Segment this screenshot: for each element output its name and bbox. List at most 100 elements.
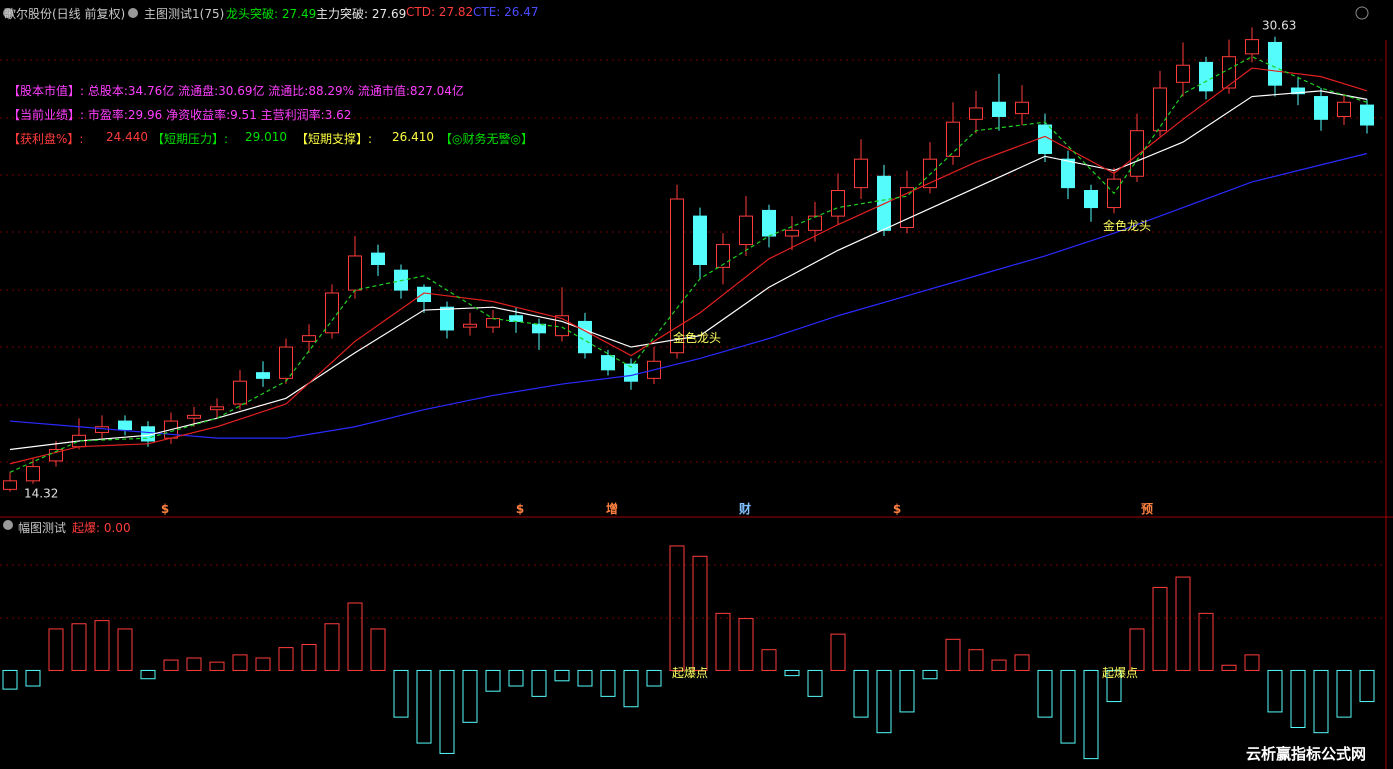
histogram-bar [1175,576,1191,671]
stock-name: 歌尔股份(日线 前复权) [4,7,126,21]
histogram-bar [1336,669,1352,718]
histogram-bar [186,657,202,671]
event-marker: $ [161,502,169,516]
histogram-bar [646,669,662,687]
ma-line [9,152,1368,439]
histogram-bar [692,555,708,671]
info-label: 【短期支撑】: [296,132,373,146]
histogram-bar [1014,654,1030,671]
candle-body [670,198,684,354]
candle-body [739,215,753,246]
info-value: 29.010 [245,130,287,144]
candle-body [946,121,960,157]
histogram-bar [2,669,18,690]
info-line: 【当前业绩】: 市盈率:29.96 净资收益率:9.51 主营利润率:3.62 [8,108,352,122]
header-item: CTD: 27.82 [406,5,474,19]
sub-title: 幅图测试 [18,521,67,535]
candle-body [26,466,40,482]
candle-body [1245,39,1259,55]
candle-body [854,158,868,189]
event-marker: $ [516,502,524,516]
histogram-bar [278,647,294,671]
candle-body [417,286,431,303]
candle-body [348,255,362,291]
candle-body [762,209,776,237]
info-label: 【获利盘%】: [8,132,84,146]
histogram-bar [991,659,1007,671]
histogram-bar [830,633,846,671]
histogram-bar [968,649,984,671]
candle-body [1291,87,1305,95]
histogram-bar [1037,669,1053,718]
histogram-bar [324,623,340,671]
menu-icon [128,8,138,18]
candle-body [279,346,293,379]
candle-body [302,335,316,342]
info-label: 【◎财务无警◎】 [440,132,533,146]
candle-body [601,355,615,371]
candle-body [532,323,546,334]
histogram-bar [807,669,823,697]
ma-line [9,67,1368,465]
price-annotation: 金色龙头 [1103,218,1151,233]
histogram-bar [600,669,616,697]
candle-body [1084,189,1098,209]
histogram-bar [370,628,386,671]
histogram-bar [209,661,225,671]
candle-body [440,306,454,331]
indicator-name: 主图测试1(75) [144,7,225,21]
ma-line [9,90,1368,451]
candle-body [785,229,799,237]
candle-body [808,215,822,231]
histogram-bar [1060,669,1076,744]
histogram-bar [1129,628,1145,671]
histogram-bar [71,623,87,671]
info-label: 【短期压力】: [152,132,229,146]
menu-icon [1355,6,1369,20]
menu-icon [3,8,13,18]
histogram-bar [1267,669,1283,713]
histogram-bar [1198,612,1214,671]
candle-body [1360,104,1374,126]
histogram-bar [439,669,455,754]
candle-body [3,480,17,490]
event-marker: $ [893,502,901,516]
header-item: 主力突破: 27.69 [316,7,407,21]
menu-icon [3,520,13,530]
candle-body [49,449,63,462]
histogram-bar [715,612,731,671]
candle-body [233,380,247,405]
histogram-bar [899,669,915,713]
candle-body [1222,56,1236,89]
histogram-bar [1313,669,1329,734]
candle-body [1153,87,1167,132]
histogram-bar [462,669,478,723]
header-item: 龙头突破: 27.49 [226,7,317,21]
histogram-bar [853,669,869,718]
histogram-bar [1083,669,1099,760]
candle-body [716,244,730,268]
histogram-bar [255,657,271,671]
candle-body [1268,41,1282,86]
histogram-bar [1244,654,1260,671]
candle-body [969,107,983,120]
histogram-bar [416,669,432,744]
info-value: 26.410 [392,130,434,144]
candle-body [1176,64,1190,83]
event-marker: 增 [606,501,618,516]
histogram-bar [1106,669,1122,703]
histogram-bar [232,654,248,671]
watermark: 云析赢指标公式网 [1242,743,1371,764]
candle-body [1314,96,1328,120]
candle-body [118,420,132,431]
candle-body [509,315,523,322]
histogram-bar [301,644,317,671]
histogram-bar [25,669,41,687]
candle-body [256,372,270,379]
histogram-bar [163,659,179,671]
histogram-bar [393,669,409,718]
candle-body [923,158,937,189]
candle-body [1061,158,1075,189]
histogram-bar [347,602,363,671]
